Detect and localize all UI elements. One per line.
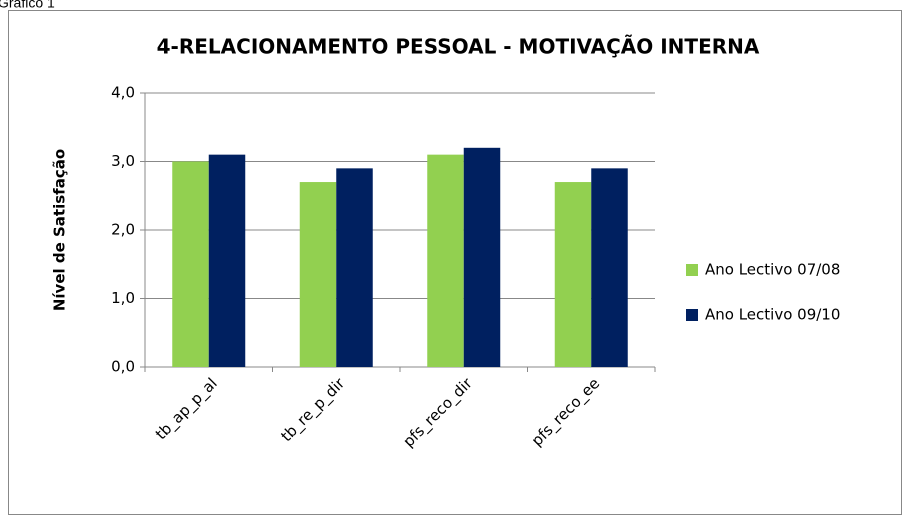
legend-swatch xyxy=(686,264,698,276)
bar xyxy=(299,182,337,367)
legend-label: Ano Lectivo 07/08 xyxy=(705,261,840,279)
y-axis-label: Nível de Satisfação xyxy=(51,149,69,311)
bar xyxy=(463,147,501,367)
bar xyxy=(172,161,209,367)
y-tick-label: 4,0 xyxy=(111,84,135,102)
y-tick-label: 1,0 xyxy=(111,289,135,307)
bar xyxy=(554,182,592,367)
legend-label: Ano Lectivo 09/10 xyxy=(705,306,840,324)
y-tick-label: 2,0 xyxy=(111,221,135,239)
y-tick-label: 3,0 xyxy=(111,152,135,170)
bar xyxy=(208,154,246,367)
y-tick-label: 0,0 xyxy=(111,358,135,376)
caption: Gráfico 1 xyxy=(0,0,55,11)
bar xyxy=(336,168,373,367)
bar xyxy=(427,154,464,367)
legend-swatch xyxy=(686,309,698,321)
chart-title: 4-RELACIONAMENTO PESSOAL - MOTIVAÇÃO INT… xyxy=(157,35,760,59)
bar xyxy=(591,168,628,367)
